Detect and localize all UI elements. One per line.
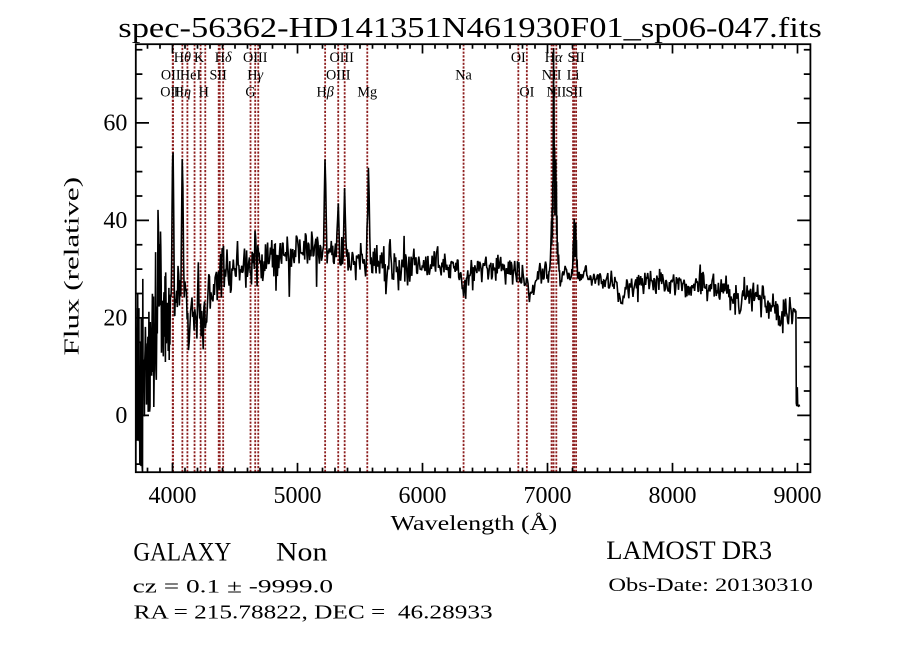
- svg-text:spec-56362-HD141351N461930F01_: spec-56362-HD141351N461930F01_sp06-047.f…: [118, 13, 822, 44]
- svg-text:7000: 7000: [524, 483, 572, 509]
- svg-text:OIII: OIII: [329, 50, 354, 66]
- svg-text:SII: SII: [566, 85, 584, 101]
- svg-text:OI: OI: [511, 50, 526, 66]
- svg-text:Hθ: Hθ: [174, 50, 191, 66]
- svg-text:4000: 4000: [149, 483, 197, 509]
- svg-text:K: K: [194, 50, 205, 66]
- svg-text:SII: SII: [210, 68, 228, 84]
- svg-text:RA = 215.78822, DEC = 46.2893: RA = 215.78822, DEC = 46.28933: [134, 602, 493, 623]
- svg-text:20: 20: [103, 305, 127, 331]
- svg-text:Non: Non: [276, 538, 327, 567]
- svg-text:Hα: Hα: [545, 50, 563, 66]
- svg-text:0: 0: [115, 403, 127, 429]
- svg-text:OII: OII: [160, 85, 180, 101]
- svg-text:GALAXY: GALAXY: [133, 538, 231, 567]
- svg-text:OIII: OIII: [243, 50, 268, 66]
- svg-text:40: 40: [103, 208, 127, 234]
- svg-text:NII: NII: [542, 68, 562, 84]
- svg-text:Hδ: Hδ: [215, 50, 232, 66]
- svg-text:Li: Li: [567, 68, 580, 84]
- svg-text:OI: OI: [519, 85, 534, 101]
- svg-text:Hβ: Hβ: [316, 85, 334, 101]
- svg-text:G: G: [245, 85, 255, 101]
- svg-text:Wavelength (Å): Wavelength (Å): [391, 511, 558, 535]
- svg-text:6000: 6000: [399, 483, 447, 509]
- svg-text:Flux (relative): Flux (relative): [60, 177, 84, 356]
- svg-text:Hη: Hη: [174, 85, 191, 101]
- svg-text:8000: 8000: [649, 483, 697, 509]
- svg-text:NII: NII: [546, 85, 566, 101]
- svg-text:Obs-Date: 20130310: Obs-Date: 20130310: [608, 575, 813, 596]
- svg-text:Na: Na: [455, 68, 472, 84]
- svg-text:60: 60: [103, 110, 127, 136]
- svg-text:Hγ: Hγ: [247, 68, 263, 84]
- svg-text:SII: SII: [567, 50, 585, 66]
- svg-text:OIII: OIII: [326, 68, 351, 84]
- svg-text:LAMOST DR3: LAMOST DR3: [606, 536, 772, 565]
- svg-text:cz = 0.1 ± -9999.0: cz = 0.1 ± -9999.0: [133, 576, 334, 597]
- svg-text:OII: OII: [161, 68, 181, 84]
- svg-text:9000: 9000: [774, 483, 822, 509]
- svg-text:H: H: [199, 85, 209, 101]
- svg-text:HeI: HeI: [180, 68, 202, 84]
- svg-text:Mg: Mg: [357, 85, 377, 101]
- svg-text:5000: 5000: [274, 483, 322, 509]
